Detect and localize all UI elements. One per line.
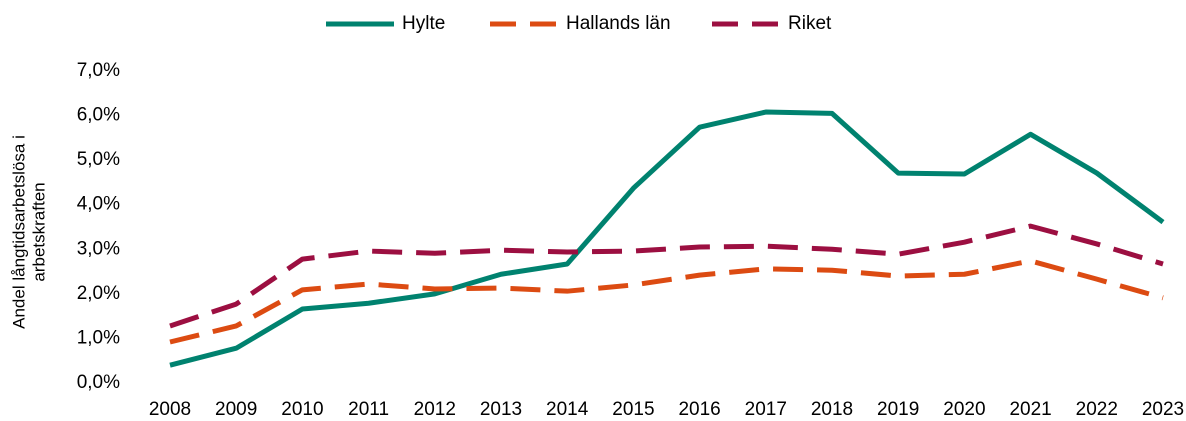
x-tick-label: 2017 — [745, 399, 787, 420]
x-tick-label: 2021 — [1009, 399, 1051, 420]
x-tick-label: 2014 — [546, 399, 589, 420]
y-tick-label: 7,0% — [77, 60, 120, 81]
y-tick-label: 1,0% — [77, 327, 120, 348]
x-tick-label: 2012 — [414, 399, 456, 420]
legend-label: Riket — [788, 13, 832, 34]
x-tick-label: 2009 — [215, 399, 257, 420]
y-tick-label: 4,0% — [77, 194, 120, 215]
series-line — [169, 223, 1164, 329]
y-tick-label: 6,0% — [77, 105, 120, 126]
series-line — [169, 109, 1165, 368]
x-tick-label: 2019 — [877, 399, 919, 420]
x-tick-label: 2008 — [149, 399, 191, 420]
y-axis-label: Andel långtidsarbetslösa i — [9, 135, 28, 329]
series-line — [169, 258, 1164, 345]
legend-label: Hallands län — [566, 13, 671, 34]
x-tick-label: 2011 — [348, 399, 389, 420]
y-tick-label: 3,0% — [77, 238, 120, 259]
y-tick-label: 2,0% — [77, 283, 120, 304]
y-tick-label: 0,0% — [77, 372, 120, 393]
x-tick-label: 2018 — [811, 399, 853, 420]
x-tick-label: 2013 — [480, 399, 522, 420]
x-tick-label: 2020 — [943, 399, 985, 420]
legend-label: Hylte — [402, 13, 445, 34]
x-tick-label: 2015 — [612, 399, 654, 420]
y-axis-label: arbetskraften — [29, 182, 48, 281]
x-tick-label: 2023 — [1142, 399, 1184, 420]
x-tick-label: 2022 — [1076, 399, 1118, 420]
y-tick-label: 5,0% — [77, 149, 120, 170]
x-tick-label: 2016 — [678, 399, 720, 420]
x-tick-label: 2010 — [281, 399, 323, 420]
